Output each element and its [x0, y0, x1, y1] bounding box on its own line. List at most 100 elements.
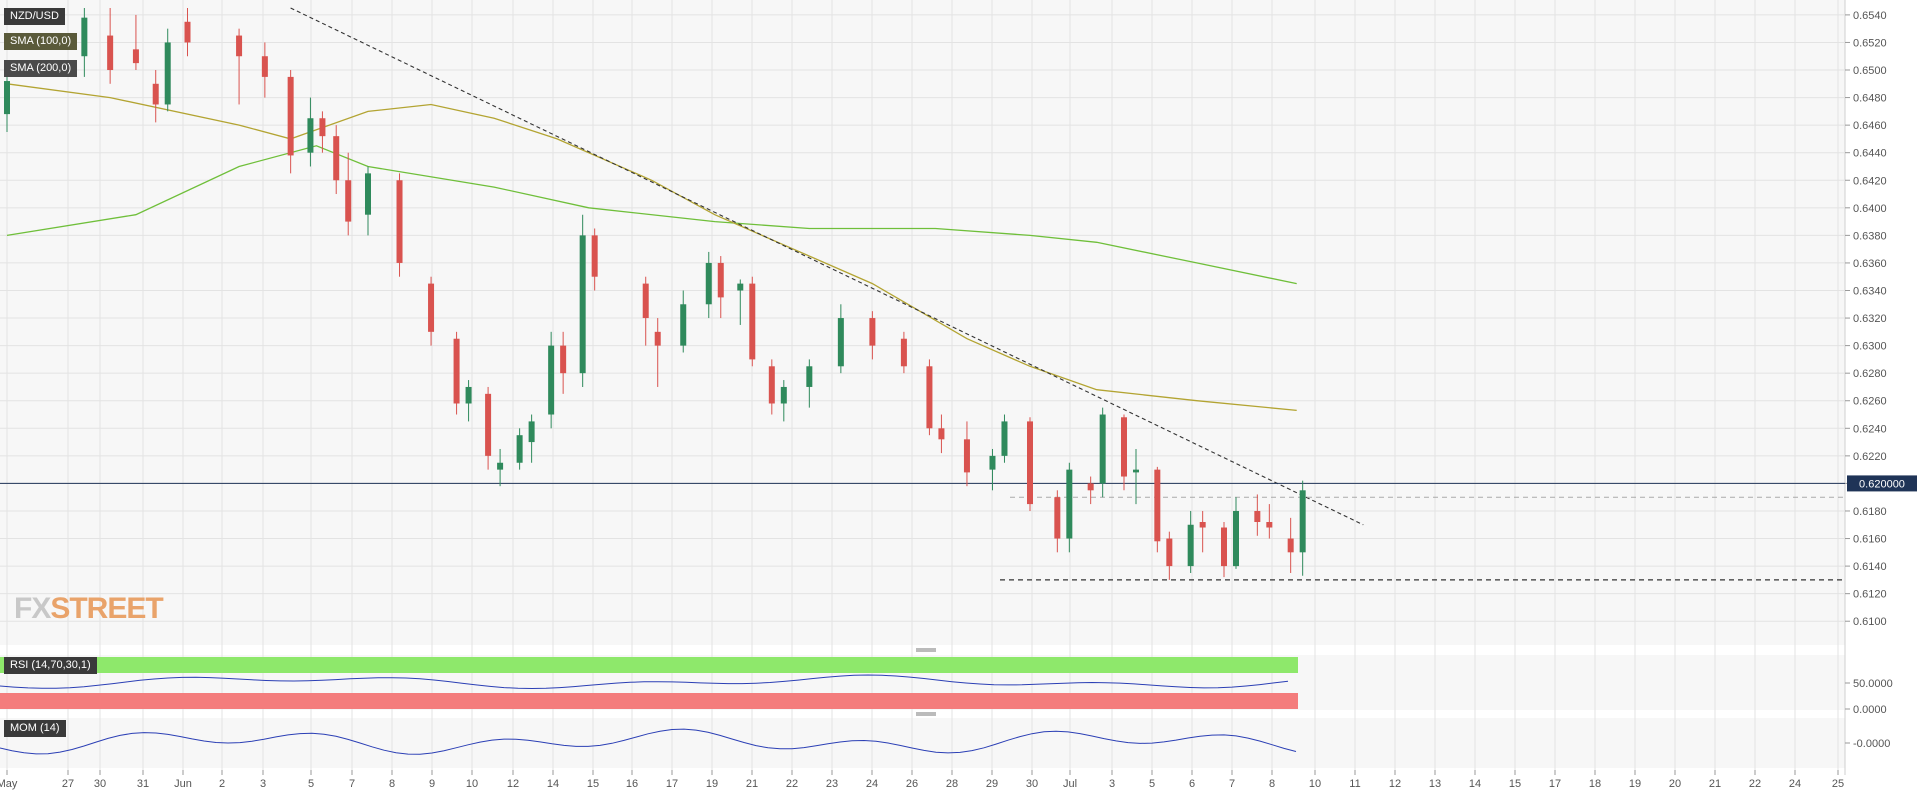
candle-body: [806, 366, 813, 387]
y-tick-label: 0.6140: [1853, 561, 1887, 573]
candle-body: [287, 76, 294, 156]
candle-body: [963, 439, 970, 473]
candle-body: [1133, 469, 1139, 473]
current-price-label: 0.620000: [1859, 478, 1905, 490]
candle-body: [579, 235, 586, 374]
candle-body: [132, 49, 139, 64]
candle-body: [485, 393, 492, 456]
candle-body: [737, 283, 744, 291]
candle-body: [869, 318, 876, 346]
mom-panel-bg: [0, 718, 1845, 768]
x-tick-label: 26: [906, 778, 918, 790]
rsi-legend[interactable]: RSI (14,70,30,1): [4, 657, 97, 674]
panel-resize-handle: [916, 712, 936, 716]
candle-body: [989, 455, 996, 470]
x-tick-label: 8: [389, 778, 395, 790]
symbol-label: NZD/USD: [4, 8, 65, 25]
sma200-legend[interactable]: SMA (200,0): [4, 60, 78, 77]
candle-body: [396, 180, 403, 263]
candle-body: [1066, 469, 1073, 539]
x-tick-label: 19: [1629, 778, 1641, 790]
candle-body: [938, 428, 945, 440]
x-tick-label: 7: [1229, 778, 1235, 790]
x-tick-label: 23: [826, 778, 838, 790]
candle-body: [365, 173, 371, 215]
mom-legend[interactable]: MOM (14): [4, 720, 66, 737]
x-tick-label: 21: [1709, 778, 1721, 790]
x-tick-label: 10: [1309, 778, 1321, 790]
candle-body: [705, 262, 712, 305]
y-tick-label: 0.6320: [1853, 313, 1887, 325]
x-tick-label: 22: [1749, 778, 1761, 790]
y-tick-label: 0.6440: [1853, 148, 1887, 160]
rsi-oversold-zone: [0, 693, 1298, 709]
y-tick-label: 0.6340: [1853, 285, 1887, 297]
x-tick-label: 24: [866, 778, 878, 790]
x-tick-label: 10: [466, 778, 478, 790]
x-tick-label: 27: [62, 778, 74, 790]
y-tick-label: 0.6460: [1853, 120, 1887, 132]
x-tick-label: May: [0, 778, 18, 790]
x-tick-label: 16: [626, 778, 638, 790]
panel-resize-handle: [916, 648, 936, 652]
candle-body: [780, 386, 787, 404]
candle-body: [184, 21, 191, 43]
logo-street: STREET: [50, 592, 163, 625]
sma100-legend[interactable]: SMA (100,0): [4, 33, 78, 50]
x-tick-label: 2: [219, 778, 225, 790]
rsi-line: [0, 674, 1289, 690]
trendline: [290, 7, 1364, 526]
x-tick-label: 29: [986, 778, 998, 790]
candle-body: [497, 462, 504, 470]
candle-body: [4, 81, 10, 115]
rsi-tick-label: 0.0000: [1853, 704, 1887, 716]
candle-body: [680, 304, 687, 346]
sma100-line: [6, 83, 1297, 412]
x-tick-label: 31: [137, 778, 149, 790]
candle-body: [1027, 421, 1033, 505]
y-tick-label: 0.6160: [1853, 534, 1887, 546]
candle-body: [1154, 469, 1161, 542]
x-tick-label: 11: [1349, 778, 1360, 790]
candle-body: [560, 345, 567, 374]
y-tick-label: 0.6280: [1853, 368, 1887, 380]
candle-body: [465, 386, 472, 404]
candle-body: [654, 331, 661, 346]
x-tick-label: 30: [1026, 778, 1038, 790]
candle-body: [1166, 538, 1173, 567]
candle-body: [1099, 414, 1106, 484]
candle-body: [591, 235, 598, 277]
y-tick-label: 0.6220: [1853, 451, 1887, 463]
x-tick-label: 24: [1789, 778, 1801, 790]
x-tick-label: 8: [1269, 778, 1275, 790]
y-tick-label: 0.6420: [1853, 175, 1887, 187]
x-tick-label: 12: [1389, 778, 1401, 790]
candle-body: [1199, 522, 1206, 528]
candle-body: [1001, 421, 1008, 456]
x-tick-label: 18: [1589, 778, 1601, 790]
candle-body: [333, 136, 340, 181]
candle-body: [307, 118, 314, 153]
x-tick-label: 7: [349, 778, 355, 790]
x-tick-label: 15: [587, 778, 599, 790]
candle-body: [1299, 490, 1306, 553]
fxstreet-logo: FXSTREET: [14, 592, 164, 626]
candle-body: [81, 17, 88, 57]
candle-body: [1221, 527, 1227, 567]
candle-body: [926, 366, 933, 429]
candle-body: [768, 366, 775, 404]
x-tick-label: 9: [429, 778, 435, 790]
candle-body: [152, 83, 159, 105]
candle-body: [1233, 510, 1239, 567]
sma200-line: [6, 145, 1297, 285]
candle-body: [1254, 510, 1261, 523]
candle-body: [717, 262, 724, 298]
x-tick-label: 13: [1429, 778, 1441, 790]
x-tick-label: 25: [1832, 778, 1844, 790]
x-tick-label: 17: [1549, 778, 1561, 790]
main-panel-bg: [0, 0, 1845, 645]
logo-fx: FX: [14, 592, 51, 625]
x-tick-label: 14: [1469, 778, 1481, 790]
